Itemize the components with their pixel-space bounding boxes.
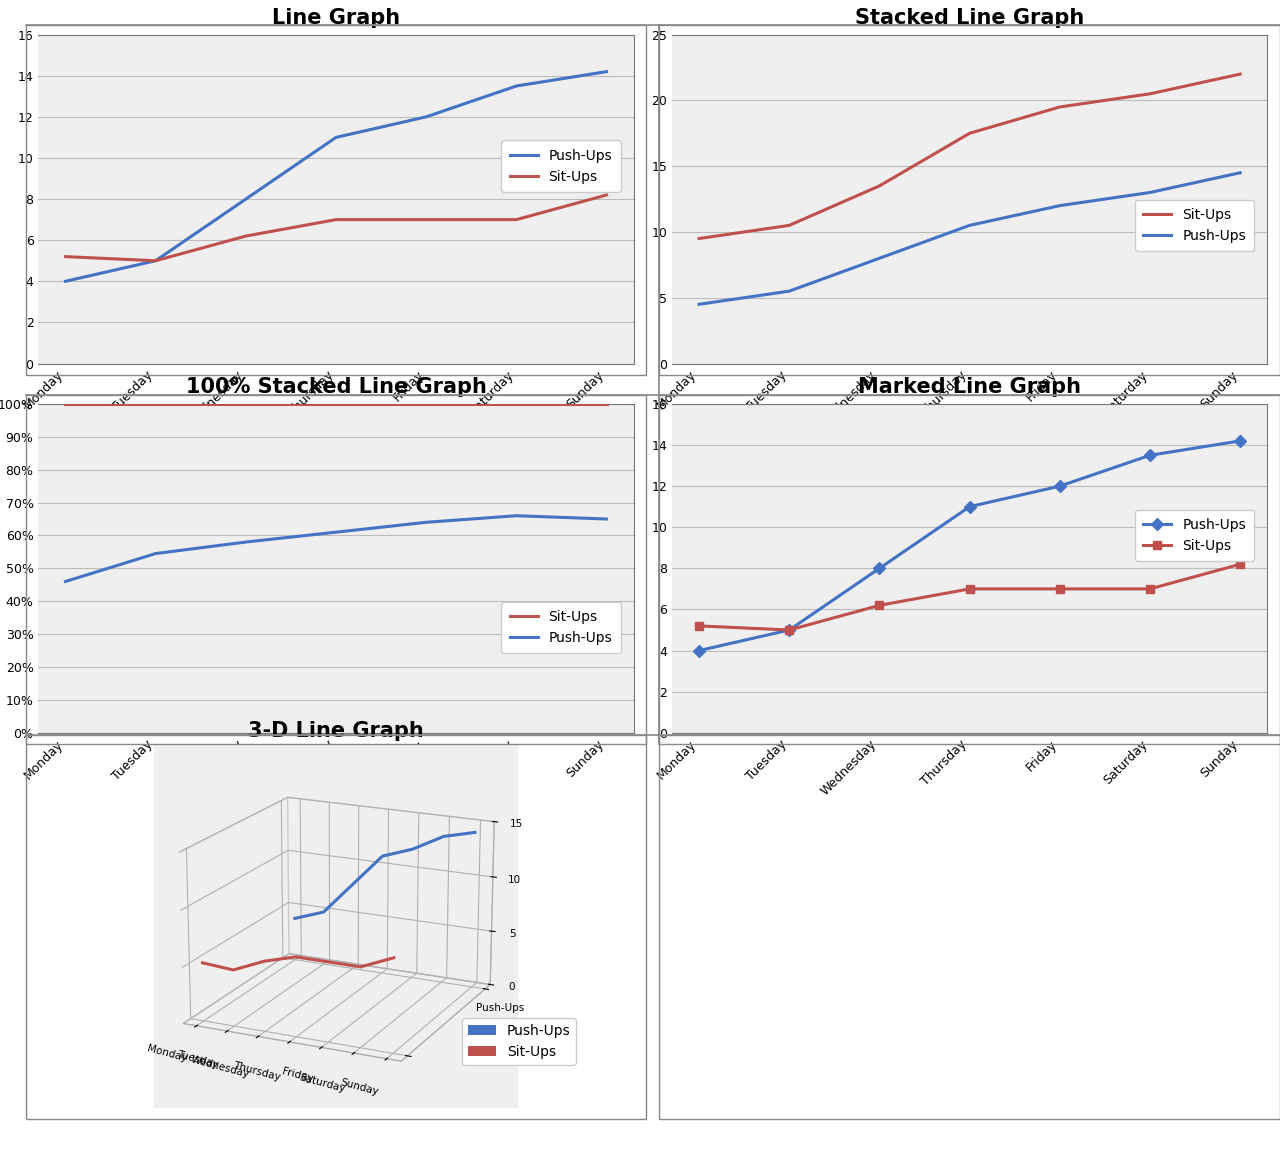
Title: Line Graph: Line Graph [271,8,401,28]
Title: Marked Line Graph: Marked Line Graph [858,377,1082,397]
Legend: Push-Ups, Sit-Ups: Push-Ups, Sit-Ups [462,1019,576,1064]
Title: 3-D Line Graph: 3-D Line Graph [248,721,424,741]
Legend: Sit-Ups, Push-Ups: Sit-Ups, Push-Ups [1135,200,1254,252]
Title: 100% Stacked Line Graph: 100% Stacked Line Graph [186,377,486,397]
Legend: Sit-Ups, Push-Ups: Sit-Ups, Push-Ups [502,601,621,653]
Legend: Push-Ups, Sit-Ups: Push-Ups, Sit-Ups [1135,510,1254,561]
Legend: Push-Ups, Sit-Ups: Push-Ups, Sit-Ups [502,141,621,192]
Title: Stacked Line Graph: Stacked Line Graph [855,8,1084,28]
